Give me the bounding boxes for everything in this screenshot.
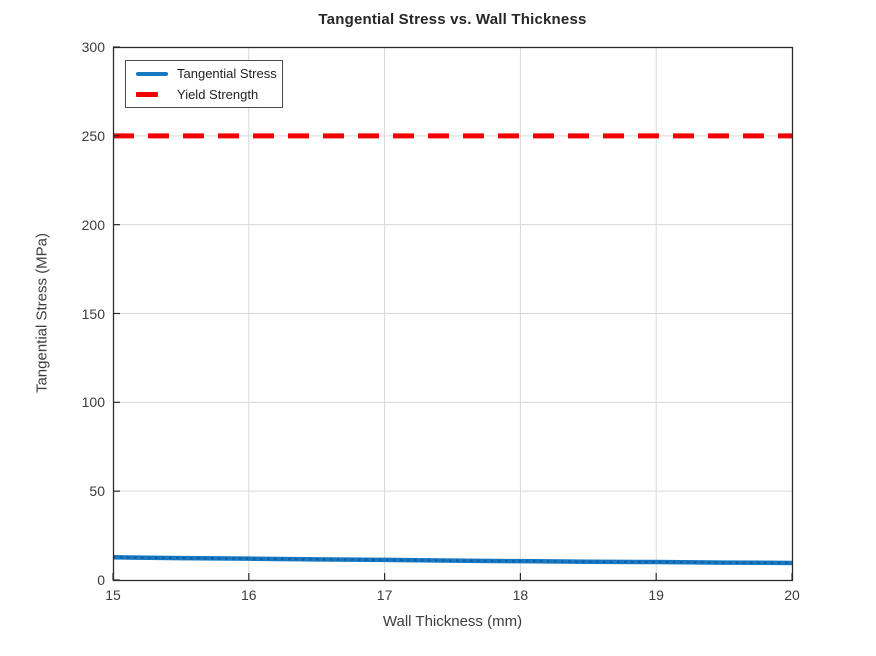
legend-label-yield-strength: Yield Strength (177, 87, 259, 102)
y-tick-label: 200 (81, 216, 105, 233)
chart-title: Tangential Stress vs. Wall Thickness (318, 11, 587, 28)
y-tick-label: 250 (81, 127, 105, 144)
legend-label-tangential-stress: Tangential Stress (177, 66, 277, 81)
x-tick-label: 16 (241, 587, 257, 603)
y-tick-label: 50 (89, 483, 105, 500)
x-axis-label: Wall Thickness (mm) (382, 613, 523, 630)
y-tick-label: 300 (81, 39, 105, 55)
legend-item-yield-strength: Yield Strength (136, 87, 282, 102)
yield-strength-line-swatch (136, 92, 168, 97)
blue-line-icon (136, 71, 168, 76)
y-tick-label: 150 (81, 305, 105, 322)
x-tick-label: 18 (512, 587, 529, 603)
legend-item-tangential-stress: Tangential Stress (136, 66, 282, 81)
x-tick-label: 17 (376, 587, 393, 603)
y-tick-label: 0 (97, 572, 105, 588)
y-axis-label: Tangential Stress (MPa) (33, 232, 51, 394)
tangential-stress-line-swatch (136, 71, 168, 76)
series-line-tangential-stress (112, 555, 793, 566)
legend: Tangential Stress Yield Strength (125, 60, 283, 108)
red-dash-icon (136, 92, 158, 97)
x-tick-label: 20 (784, 587, 800, 603)
x-tick-label: 15 (105, 587, 121, 603)
series-markers-tangential-stress (112, 556, 793, 565)
y-tick-label: 100 (81, 394, 105, 411)
x-tick-label: 19 (648, 587, 664, 603)
